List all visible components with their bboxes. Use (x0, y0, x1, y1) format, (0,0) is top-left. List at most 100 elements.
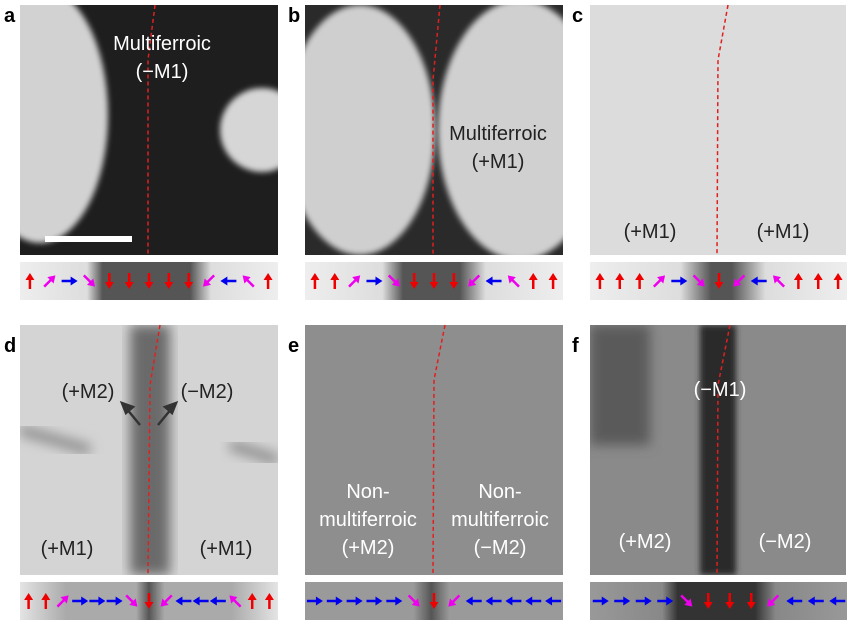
spin-arrowhead (807, 596, 815, 606)
spin-arrowhead (680, 276, 688, 286)
domain-label: (+M1) (757, 221, 810, 243)
spin-arrowhead (263, 273, 273, 280)
spin-arrowhead (160, 598, 169, 607)
spin-arrowhead (192, 596, 200, 606)
spin-arrowhead (696, 278, 705, 287)
spin-arrowhead (505, 596, 513, 606)
spin-arrowhead (772, 275, 781, 284)
spin-arrowhead (409, 282, 419, 289)
domain-label: Non- (478, 481, 521, 503)
spin-arrowhead (813, 273, 823, 280)
spin-arrowhead (60, 595, 69, 604)
spin-arrowhead (595, 273, 605, 280)
spin-arrowhead (657, 275, 666, 284)
spin-arrowhead (352, 275, 361, 284)
spin-arrowhead (115, 596, 123, 606)
domain-label: (+M2) (342, 537, 395, 559)
spin-arrowhead (330, 273, 340, 280)
domain-label: Non- (346, 481, 389, 503)
spin-arrowhead (229, 595, 238, 604)
spin-arrowhead (545, 596, 553, 606)
spin-arrowhead (144, 602, 154, 609)
domain-wall-line (716, 4, 729, 256)
domain-wall-line (432, 324, 446, 576)
spin-arrowhead (47, 275, 56, 284)
domain-label: Multiferroic (449, 123, 547, 145)
domain-label: (−M2) (474, 537, 527, 559)
pointer-arrows (119, 400, 179, 426)
spin-arrowhead (25, 273, 35, 280)
spin-arrowhead (375, 596, 383, 606)
spin-arrowhead (429, 602, 439, 609)
spin-arrowhead (829, 596, 837, 606)
spin-arrowhead (411, 598, 420, 607)
spin-arrowhead (98, 596, 106, 606)
spin-arrowhead (548, 273, 558, 280)
domain-label: (+M2) (619, 531, 672, 553)
spin-arrowhead (104, 282, 114, 289)
panel-letter: f (572, 335, 579, 357)
spin-arrowhead (124, 282, 134, 289)
panel-letter: e (288, 335, 299, 357)
spin-arrowhead (81, 596, 89, 606)
spin-arrowhead (449, 282, 459, 289)
spin-arrowhead (87, 278, 96, 287)
image-d (20, 325, 278, 575)
domain-label: (−M1) (136, 61, 189, 83)
image-f (590, 325, 846, 575)
spin-arrowhead (485, 276, 493, 286)
spin-arrowhead (623, 596, 631, 606)
domain-wall-line (147, 4, 156, 255)
panel-letter: d (4, 335, 16, 357)
spin-arrowhead (525, 596, 533, 606)
spin-arrowhead (746, 602, 756, 609)
spin-arrowhead (468, 278, 477, 287)
spin-arrowhead (144, 282, 154, 289)
domain-label: (−M2) (181, 381, 234, 403)
domain-label: (+M1) (200, 538, 253, 560)
spin-arrowhead (247, 593, 257, 600)
spin-arrowhead (184, 282, 194, 289)
domain-label: (+M1) (41, 538, 94, 560)
spin-arrowhead (24, 593, 34, 600)
domain-label: (+M1) (472, 151, 525, 173)
panel-letter: a (4, 5, 16, 27)
domain-label: (−M1) (694, 379, 747, 401)
spin-arrowhead (666, 596, 674, 606)
spin-arrowhead (375, 276, 383, 286)
domain-label: (−M2) (759, 531, 812, 553)
spin-arrowhead (164, 282, 174, 289)
spin-arrowhead (528, 273, 538, 280)
spin-arrowhead (733, 278, 742, 287)
spin-arrowhead (465, 596, 473, 606)
domain-label: (+M2) (62, 381, 115, 403)
spin-arrowhead (833, 273, 843, 280)
spin-arrowhead (644, 596, 652, 606)
spin-arrowhead (220, 276, 228, 286)
spin-arrowhead (684, 598, 693, 607)
spin-arrowhead (601, 596, 609, 606)
spin-arrowhead (310, 273, 320, 280)
spin-bar (590, 582, 847, 620)
spin-arrowhead (242, 275, 251, 284)
spin-arrowhead (615, 273, 625, 280)
spin-arrowhead (750, 276, 758, 286)
panel-letter: c (572, 5, 583, 27)
spin-arrowhead (355, 596, 363, 606)
spin-arrowhead (129, 598, 138, 607)
spin-arrowhead (448, 598, 457, 607)
spin-arrowhead (264, 593, 274, 600)
domain-label: Multiferroic (113, 33, 211, 55)
spin-arrowhead (209, 596, 217, 606)
spin-arrowhead (635, 273, 645, 280)
spin-arrowhead (70, 276, 78, 286)
spin-arrowhead (391, 278, 400, 287)
spin-arrowhead (767, 598, 776, 607)
image-c (590, 5, 846, 255)
spin-arrowhead (725, 602, 735, 609)
spin-arrowhead (41, 593, 51, 600)
spin-arrowhead (315, 596, 323, 606)
spin-arrowhead (485, 596, 493, 606)
spin-arrowhead (175, 596, 183, 606)
